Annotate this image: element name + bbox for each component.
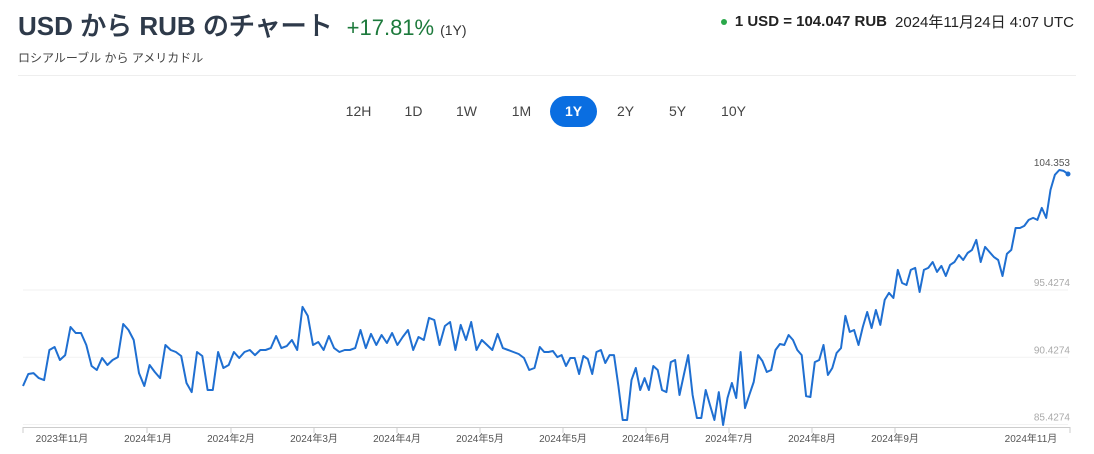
x-tick-label: 2024年11月 [1005, 432, 1058, 445]
title-row: USD から RUB のチャート +17.81% (1Y) [18, 6, 467, 43]
x-tick-label: 2024年5月 [539, 432, 587, 445]
rate-value: 1 USD = 104.047 RUB [734, 13, 888, 30]
y-tick-label: 85.4274 [1034, 413, 1071, 424]
range-button-10y[interactable]: 10Y [721, 103, 746, 119]
page-subtitle: ロシアルーブル から アメリカドル [18, 51, 204, 65]
range-button-12h[interactable]: 12H [345, 103, 372, 119]
live-status-dot-icon [720, 18, 727, 25]
y-tick-label: 104.353 [1034, 158, 1071, 169]
x-tick-label: 2024年3月 [290, 432, 338, 445]
change-period: (1Y) [440, 22, 467, 38]
x-tick-label: 2023年11月 [36, 432, 89, 445]
percent-change: +17.81% [346, 15, 435, 40]
x-tick-label: 2024年8月 [788, 432, 836, 445]
x-tick-label: 2024年5月 [456, 432, 504, 445]
range-button-1w[interactable]: 1W [456, 103, 477, 119]
y-tick-label: 90.4274 [1034, 345, 1071, 356]
rate-line [22, 169, 1069, 426]
range-button-2y[interactable]: 2Y [616, 103, 635, 119]
time-range-selector: 12H 1D 1W 1M 1Y 2Y 5Y 10Y [0, 96, 1094, 127]
page-title: USD から RUB のチャート [18, 11, 333, 41]
range-button-1m[interactable]: 1M [511, 103, 532, 119]
rate-timestamp: 2024年11月24日 4:07 UTC [895, 14, 1074, 31]
x-tick-label: 2024年4月 [373, 432, 421, 445]
x-tick-label: 2024年6月 [622, 432, 670, 445]
divider [18, 75, 1076, 76]
range-button-1y[interactable]: 1Y [550, 96, 597, 127]
range-button-5y[interactable]: 5Y [668, 103, 687, 119]
x-tick-label: 2024年1月 [124, 432, 172, 445]
range-button-1d[interactable]: 1D [404, 103, 423, 119]
current-rate: 1 USD = 104.047 RUB 2024年11月24日 4:07 UTC [720, 11, 1074, 32]
y-tick-label: 95.4274 [1034, 278, 1071, 289]
x-tick-label: 2024年2月 [207, 432, 255, 445]
last-point-marker [1065, 171, 1071, 177]
x-tick-label: 2024年9月 [871, 432, 919, 445]
x-tick-label: 2024年7月 [705, 432, 753, 445]
